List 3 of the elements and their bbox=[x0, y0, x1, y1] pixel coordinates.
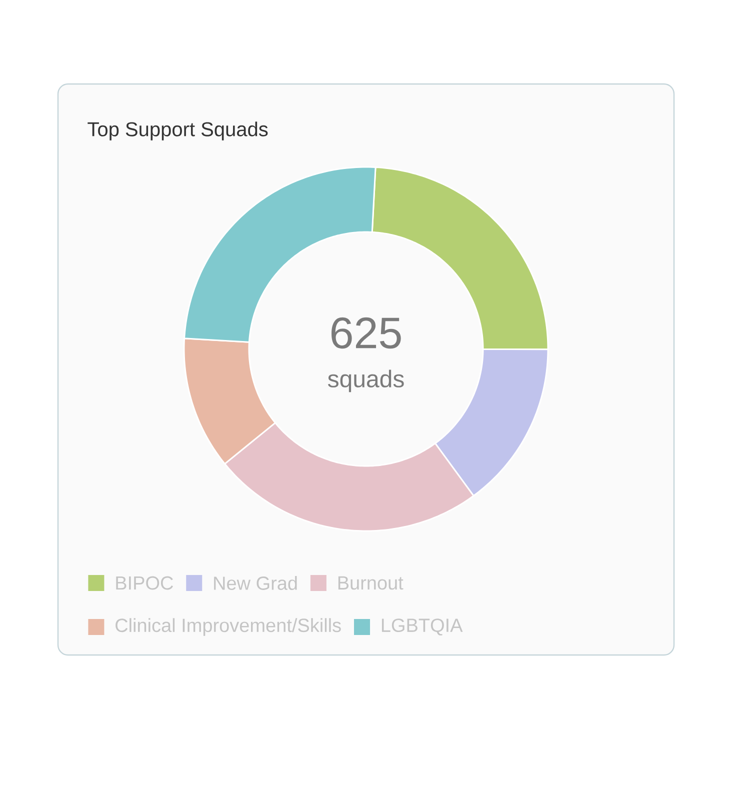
text: 625 bbox=[332, 317, 401, 349]
chart-title: Top Support Squads bbox=[88, 122, 268, 140]
text: squads bbox=[328, 370, 404, 392]
